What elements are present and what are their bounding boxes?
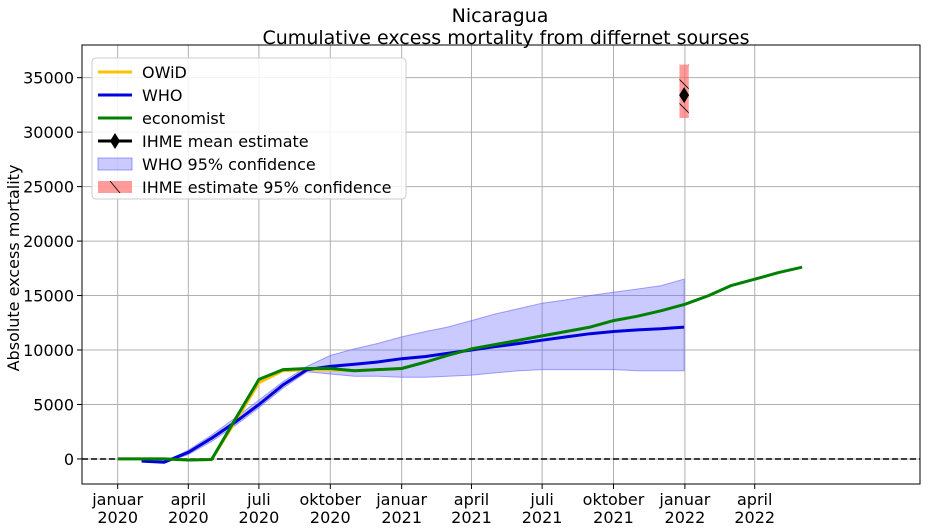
y-tick-label: 15000 <box>23 287 74 306</box>
x-tick-label-month: juli <box>246 490 270 509</box>
legend-label: OWiD <box>142 63 187 82</box>
legend-hatch-stroke <box>109 180 121 194</box>
x-tick-label-month: oktober <box>299 490 361 509</box>
y-tick-label: 20000 <box>23 232 74 251</box>
x-tick-label-year: 2021 <box>381 508 422 527</box>
legend-label: IHME mean estimate <box>142 132 309 151</box>
x-tick-label-year: 2020 <box>97 508 138 527</box>
chart-subtitle: Cumulative excess mortality from differn… <box>263 27 750 49</box>
x-tick-label-year: 2022 <box>734 508 775 527</box>
x-tick-label-year: 2020 <box>168 508 209 527</box>
x-tick-label-month: juli <box>529 490 553 509</box>
y-tick-label: 10000 <box>23 341 74 360</box>
series-line-owid <box>117 367 402 462</box>
ihme-mean-marker <box>679 87 690 104</box>
series-lines <box>117 265 803 464</box>
x-tick-label-month: april <box>454 490 489 509</box>
x-tick-label-year: 2020 <box>239 508 280 527</box>
x-tick-label-year: 2022 <box>665 508 706 527</box>
chart-title: Nicaragua <box>452 5 549 27</box>
x-tick-label-month: januar <box>658 490 710 509</box>
legend-swatch-diamond <box>110 133 120 149</box>
legend-label: WHO 95% confidence <box>142 155 316 174</box>
legend-label: WHO <box>142 86 182 105</box>
y-tick-label: 30000 <box>23 123 74 142</box>
legend: OWiD WHO economist IHME mean estimate WHO 95… <box>91 57 407 200</box>
y-tick-label: 5000 <box>33 395 74 414</box>
legend-label: IHME estimate 95% confidence <box>142 178 391 197</box>
x-tick-label-month: april <box>737 490 772 509</box>
x-tick-label-year: 2021 <box>451 508 492 527</box>
legend-label: economist <box>142 109 225 128</box>
who-confidence-band <box>141 278 685 464</box>
plot-frame <box>81 44 921 485</box>
ihme-markers <box>679 87 690 104</box>
y-axis-label: Absolute excess mortality <box>4 165 23 372</box>
x-tick-label-year: 2021 <box>522 508 563 527</box>
y-axis-ticks: 0 5000 10000 15000 20000 25000 30000 35000 <box>23 69 82 469</box>
x-tick-label-year: 2021 <box>593 508 634 527</box>
y-tick-label: 25000 <box>23 178 74 197</box>
x-tick-label-month: april <box>171 490 206 509</box>
y-tick-label: 0 <box>64 450 74 469</box>
y-tick-label: 35000 <box>23 69 74 88</box>
legend-swatch-band <box>97 157 133 171</box>
x-tick-label-month: januar <box>91 490 143 509</box>
x-axis-ticks: januar2020april2020juli2020oktober2020ja… <box>91 484 775 527</box>
legend-box <box>91 57 407 200</box>
x-tick-label-year: 2020 <box>310 508 351 527</box>
series-line-economist <box>117 265 803 462</box>
x-tick-label-month: oktober <box>583 490 645 509</box>
x-tick-label-month: januar <box>375 490 427 509</box>
